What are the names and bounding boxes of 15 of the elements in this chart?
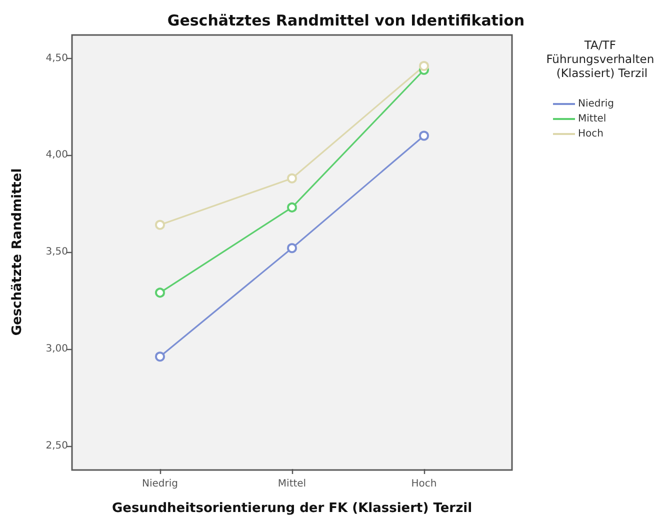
y-axis-title: Geschätzte Randmittel [10,168,25,336]
legend-label: Hoch [578,128,604,140]
y-tick-label: 4,50 [46,52,68,64]
y-tick-label: 3,00 [46,343,68,354]
x-tick-label: Mittel [278,478,306,490]
chart-title: Geschätztes Randmittel von Identifikation [167,12,525,30]
x-tick-label: Hoch [411,478,437,490]
legend-title: TA/TF Führungsverhalten (Klassiert) Terzil [546,38,654,80]
x-axis-title: Gesundheitsorientierung der FK (Klassiert) Terzil [112,501,472,516]
legend-label: Niedrig [578,98,614,110]
legend-label: Mittel [578,114,606,124]
y-tick-label: 4,00 [46,150,68,161]
x-tick-label: Niedrig [142,478,178,490]
y-tick-label: 3,50 [46,246,68,258]
y-tick-label: 2,50 [46,440,68,452]
